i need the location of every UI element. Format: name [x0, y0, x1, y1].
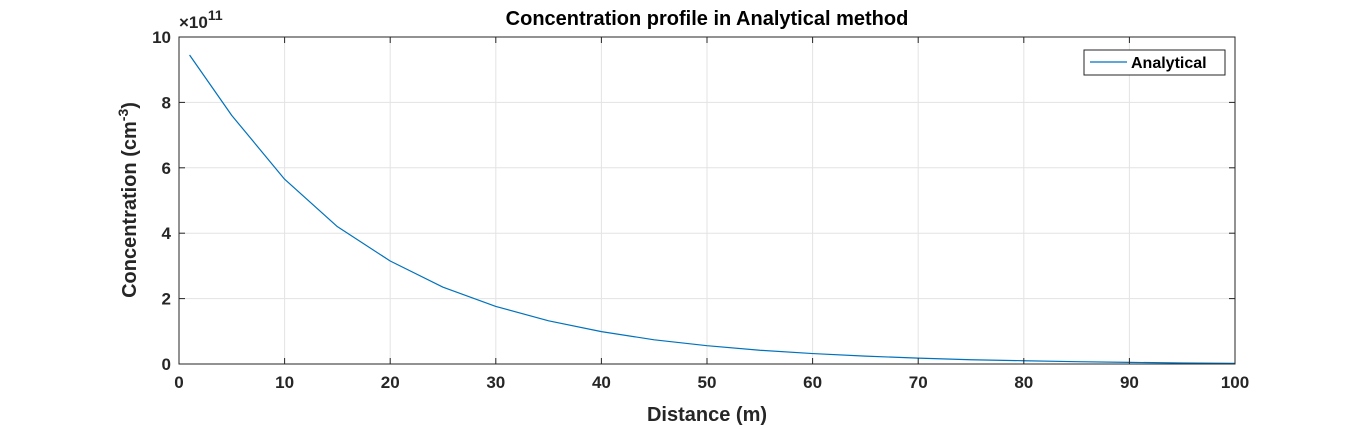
y-axis-label-close: ) — [119, 102, 141, 109]
y-axis-label: Concentration (cm-3) — [115, 102, 141, 298]
x-tick-label: 90 — [1120, 373, 1139, 392]
y-tick-label: 6 — [162, 159, 171, 178]
y-axis-label-main: Concentration (cm — [119, 121, 141, 298]
x-tick-label: 0 — [174, 373, 183, 392]
x-tick-label: 20 — [381, 373, 400, 392]
y-tick-label: 4 — [162, 224, 172, 243]
x-tick-label: 60 — [803, 373, 822, 392]
series-layer — [189, 54, 1236, 364]
y-tick-label: 8 — [162, 93, 171, 112]
x-tick-label: 40 — [592, 373, 611, 392]
legend-label: Analytical — [1131, 55, 1207, 72]
y-axis-exponent-prefix: ×10 — [179, 13, 208, 32]
x-tick-label: 30 — [486, 373, 505, 392]
x-tick-label: 50 — [698, 373, 717, 392]
x-tick-label: 70 — [909, 373, 928, 392]
series-line-analytical — [189, 54, 1236, 364]
ticks-layer: 0 10 20 30 40 50 60 70 80 90 100 0 2 4 6 8 10 — [152, 28, 1249, 392]
x-axis-label: Distance (m) — [647, 404, 767, 426]
x-tick-label: 10 — [275, 373, 294, 392]
y-tick-label: 10 — [152, 28, 171, 47]
y-tick-label: 2 — [162, 290, 171, 309]
legend: Analytical — [1083, 49, 1226, 76]
x-tick-label: 100 — [1221, 373, 1249, 392]
y-axis-exponent-power: 11 — [208, 7, 223, 23]
y-tick-label: 0 — [162, 355, 171, 374]
x-tick-label: 80 — [1014, 373, 1033, 392]
y-axis-label-superscript: -3 — [115, 109, 131, 122]
chart-title: Concentration profile in Analytical meth… — [506, 8, 909, 30]
y-axis-exponent: ×1011 — [179, 7, 223, 32]
